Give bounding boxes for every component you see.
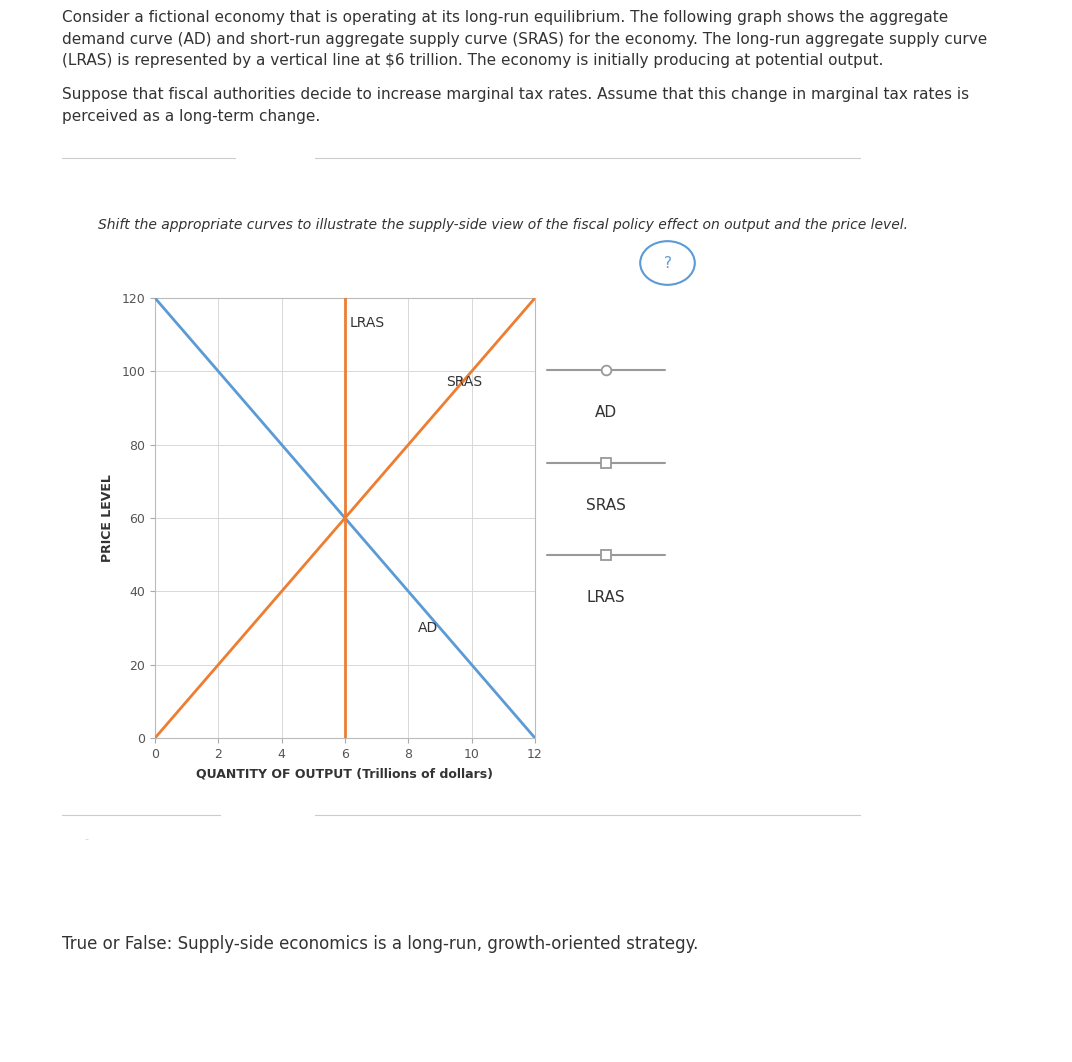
Text: Shift the appropriate curves to illustrate the supply-side view of the fiscal po: Shift the appropriate curves to illustra… [98,218,908,232]
Text: SRAS: SRAS [446,375,482,389]
Text: SRAS: SRAS [586,497,626,513]
Text: LRAS: LRAS [586,590,625,605]
Text: AD: AD [595,405,617,419]
X-axis label: QUANTITY OF OUTPUT (Trillions of dollars): QUANTITY OF OUTPUT (Trillions of dollars… [196,768,493,781]
Text: ?: ? [664,256,671,271]
Text: Consider a fictional economy that is operating at its long-run equilibrium. The : Consider a fictional economy that is ope… [62,10,987,68]
Text: True or False: Supply-side economics is a long-run, growth-oriented strategy.: True or False: Supply-side economics is … [62,935,698,953]
Text: Suppose that fiscal authorities decide to increase marginal tax rates. Assume th: Suppose that fiscal authorities decide t… [62,87,969,124]
Text: LRAS: LRAS [349,316,385,330]
Y-axis label: PRICE LEVEL: PRICE LEVEL [102,474,115,562]
Text: AD: AD [418,620,438,635]
Text: ..: .. [84,833,89,842]
